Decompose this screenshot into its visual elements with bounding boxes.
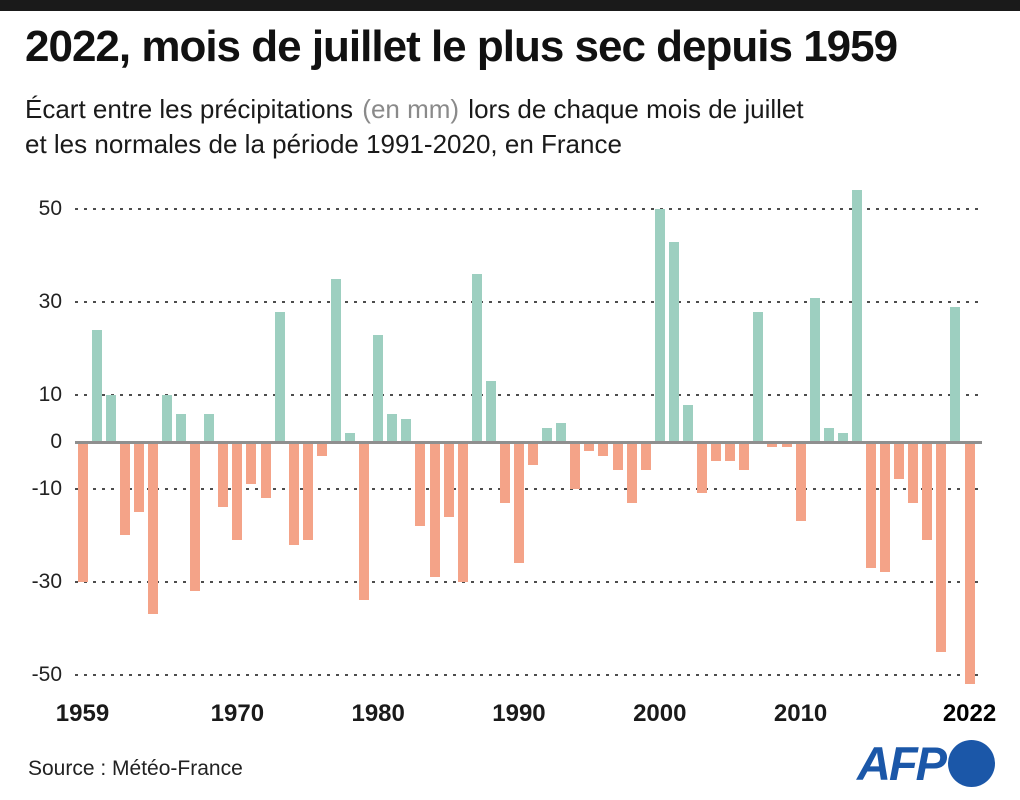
bar-1998 — [626, 442, 637, 503]
bar-1964 — [147, 442, 158, 615]
bar-1961 — [105, 395, 116, 442]
bar-2007 — [753, 311, 764, 442]
bar-1999 — [640, 442, 651, 470]
bar-1994 — [570, 442, 581, 489]
subtitle-line2: et les normales de la période 1991-2020,… — [25, 129, 622, 159]
gridline-50 — [75, 208, 982, 210]
bar-1992 — [542, 428, 553, 442]
bar-2012 — [823, 428, 834, 442]
bar-2016 — [880, 442, 891, 573]
bar-1968 — [204, 414, 215, 442]
bar-2001 — [668, 241, 679, 442]
bar-1993 — [556, 423, 567, 442]
bar-2015 — [865, 442, 876, 568]
bar-1970 — [232, 442, 243, 540]
bar-1978 — [345, 432, 356, 442]
page-title: 2022, mois de juillet le plus sec depuis… — [25, 22, 898, 71]
bar-1972 — [260, 442, 271, 498]
y-axis-label--10: -10 — [31, 476, 62, 500]
y-axis-label-30: 30 — [38, 290, 62, 314]
afp-logo-circle-icon — [948, 740, 995, 787]
x-axis-label-2022: 2022 — [942, 700, 997, 727]
x-axis-label-1959: 1959 — [55, 700, 110, 727]
gridline--30 — [75, 580, 982, 583]
bar-1982 — [401, 418, 412, 442]
bar-2004 — [711, 442, 722, 461]
subtitle: Écart entre les précipitations (en mm) l… — [25, 92, 955, 162]
bar-1991 — [528, 442, 539, 466]
bar-2014 — [851, 190, 862, 442]
bar-2018 — [908, 442, 919, 503]
bar-2006 — [739, 442, 750, 470]
subtitle-unit: (en mm) — [362, 94, 460, 124]
bar-2013 — [837, 432, 848, 442]
gridline--50 — [75, 674, 982, 676]
x-axis-label-2000: 2000 — [633, 700, 687, 727]
bar-1987 — [471, 274, 482, 442]
bar-2009 — [781, 442, 792, 447]
bar-1967 — [190, 442, 201, 592]
afp-logo: AFP — [857, 740, 995, 787]
bar-2022 — [964, 442, 975, 685]
bar-2005 — [725, 442, 736, 461]
y-axis-label-50: 50 — [38, 197, 62, 220]
bar-2021 — [950, 306, 961, 442]
bar-1975 — [302, 442, 313, 540]
bar-1989 — [499, 442, 510, 503]
bar-2002 — [682, 404, 693, 442]
bar-1977 — [330, 278, 341, 442]
x-axis-label-1970: 1970 — [210, 700, 265, 727]
bar-1990 — [513, 442, 524, 564]
subtitle-prefix: Écart entre les précipitations — [25, 94, 354, 124]
zero-axis-line — [75, 441, 982, 444]
bar-1976 — [316, 442, 327, 456]
bar-1974 — [288, 442, 299, 545]
bar-1980 — [373, 334, 384, 442]
x-axis-label-1990: 1990 — [492, 700, 546, 727]
bar-2003 — [697, 442, 708, 494]
bar-1971 — [246, 442, 257, 484]
bar-2011 — [809, 297, 820, 442]
bar-2019 — [922, 442, 933, 540]
afp-logo-text: AFP — [857, 737, 947, 790]
y-axis-label-0: 0 — [50, 430, 62, 453]
gridline-30 — [75, 301, 982, 304]
bar-1965 — [161, 395, 172, 442]
bar-1963 — [133, 442, 144, 512]
bar-1984 — [429, 442, 440, 578]
bar-1973 — [274, 311, 285, 442]
bar-1983 — [415, 442, 426, 526]
bar-1997 — [612, 442, 623, 470]
bar-2017 — [894, 442, 905, 480]
bar-1996 — [598, 442, 609, 456]
x-axis-label-2010: 2010 — [773, 700, 828, 727]
subtitle-suffix: lors de chaque mois de juillet — [468, 94, 804, 124]
bar-1979 — [359, 442, 370, 601]
y-axis-label-10: 10 — [38, 383, 62, 407]
gridline-10 — [75, 394, 982, 397]
bar-1959 — [77, 442, 88, 582]
bar-1986 — [457, 442, 468, 582]
bar-1969 — [218, 442, 229, 508]
bar-2000 — [654, 209, 665, 442]
bar-1966 — [176, 414, 187, 442]
bar-1981 — [387, 414, 398, 442]
y-axis-label--30: -30 — [31, 569, 62, 593]
source-label: Source : Météo-France — [28, 757, 243, 780]
bar-2008 — [767, 442, 778, 447]
gridline--10 — [75, 487, 982, 490]
bar-2020 — [936, 442, 947, 652]
x-axis-label-1980: 1980 — [351, 700, 405, 727]
top-black-bar — [0, 0, 1020, 11]
y-axis-label--50: -50 — [31, 663, 62, 686]
bar-1995 — [584, 442, 595, 452]
bar-1988 — [485, 381, 496, 442]
bar-1985 — [443, 442, 454, 517]
bar-1962 — [119, 442, 130, 536]
bar-2010 — [795, 442, 806, 522]
bar-1960 — [91, 330, 102, 442]
